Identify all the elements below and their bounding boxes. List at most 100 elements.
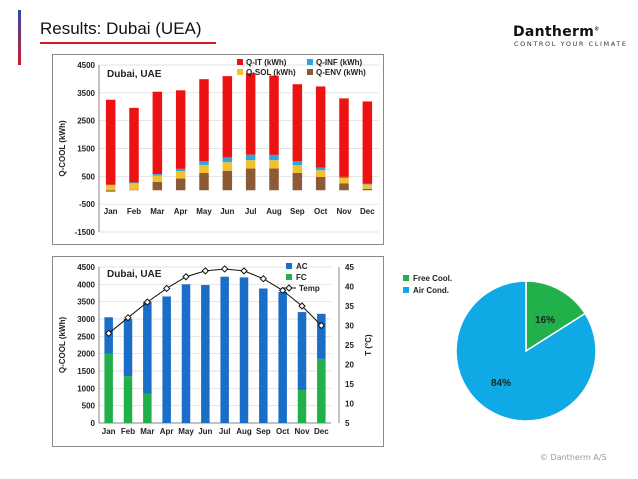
bar-ac-dec	[317, 313, 326, 359]
temp-marker-mar	[143, 298, 152, 306]
slide-title: Results: Dubai (UEA)	[40, 19, 202, 38]
y-tick-label: 2000	[77, 350, 95, 359]
y2-tick-label: 5	[345, 419, 350, 428]
bar-q-it-kwh-feb	[129, 107, 139, 183]
x-tick-label: Oct	[314, 207, 328, 216]
y-tick-label: 3000	[77, 315, 95, 324]
legend-label: Q-IT (kWh)	[246, 58, 287, 67]
bar-q-it-kwh-sep	[292, 84, 303, 162]
title-underline	[40, 42, 216, 44]
x-tick-label: Sep	[290, 207, 305, 216]
legend-label: FC	[296, 273, 307, 282]
bar-q-env-kwh-oct	[315, 176, 326, 191]
legend-marker-temp	[285, 284, 293, 292]
x-tick-label: Apr	[174, 207, 188, 216]
bar-q-env-kwh-feb	[129, 189, 139, 191]
x-tick-label: Aug	[236, 427, 252, 436]
y-tick-label: 3500	[77, 298, 95, 307]
temp-marker-nov	[298, 302, 306, 310]
bar-q-it-kwh-jan	[105, 99, 116, 185]
y2-tick-label: 30	[345, 322, 354, 331]
legend-swatch-ac	[286, 263, 292, 269]
bar-q-it-kwh-aug	[269, 75, 279, 155]
cooling-share-pie-chart: 16% 84% Free Cool. Air Cond.	[403, 274, 597, 422]
pie-slice-air-cond	[455, 280, 597, 422]
y-tick-label: 0	[91, 419, 96, 428]
bar-q-env-kwh-dec	[362, 188, 373, 191]
bar-q-it-kwh-nov	[339, 98, 349, 177]
legend-swatch-free-cool	[403, 275, 409, 281]
bar-fc-feb	[123, 376, 133, 423]
bar-q-sol-kwh-dec	[362, 184, 373, 189]
bar-q-it-kwh-jul	[245, 73, 256, 155]
bar-q-sol-kwh-mar	[152, 175, 163, 182]
heat-balance-chart-panel: -1500 -500 500 1500 2500 3500 4500 Q-COOL (kWh)…	[52, 54, 384, 245]
bar-q-it-kwh-apr	[175, 90, 186, 169]
bar-q-inf-kwh-aug	[269, 154, 279, 161]
bar-q-env-kwh-jun	[222, 170, 233, 191]
temp-marker-sep	[259, 274, 268, 283]
legend-label: Q-SOL (kWh)	[246, 68, 296, 77]
bar-ac-feb	[123, 319, 133, 377]
temp-marker-jun	[201, 267, 210, 275]
x-tick-label: Jun	[198, 427, 212, 436]
bar-q-inf-kwh-jul	[245, 154, 256, 161]
bar-q-sol-kwh-jul	[245, 160, 256, 169]
bar-ac-aug	[239, 277, 249, 423]
x-tick-label: Dec	[360, 207, 375, 216]
y-tick-label: 2500	[77, 332, 95, 341]
bar-q-env-kwh-sep	[292, 172, 303, 191]
y-tick-label: -500	[79, 200, 96, 209]
y-tick-label: 4000	[77, 280, 95, 289]
bar-q-inf-kwh-mar	[152, 174, 163, 176]
bar-q-env-kwh-jul	[245, 168, 256, 191]
x-tick-label: Jul	[219, 427, 231, 436]
y-tick-label: 2500	[77, 117, 95, 126]
y-tick-label: 4500	[77, 61, 95, 70]
bar-q-sol-kwh-apr	[175, 171, 186, 179]
y-tick-label: 4500	[77, 263, 95, 272]
y2-tick-label: 35	[345, 302, 354, 311]
bar-ac-jul	[220, 276, 229, 423]
x-tick-label: Jul	[245, 207, 257, 216]
x-tick-label: Mar	[150, 207, 164, 216]
x-tick-label: May	[178, 427, 194, 436]
bar-ac-jun	[201, 285, 210, 423]
y-tick-label: 3500	[77, 89, 95, 98]
chart-title: Dubai, UAE	[107, 269, 162, 280]
y-tick-label: 1500	[77, 367, 95, 376]
bar-q-sol-kwh-jun	[222, 162, 233, 171]
chart-title: Dubai, UAE	[107, 69, 162, 80]
legend-swatch-q-sol-kwh	[237, 69, 243, 75]
y2-tick-label: 40	[345, 283, 354, 292]
y-tick-label: 500	[82, 402, 96, 411]
x-tick-label: May	[196, 207, 212, 216]
bar-ac-may	[181, 284, 191, 423]
pie-slice-free-cool	[525, 280, 587, 353]
x-tick-label: Jan	[104, 207, 118, 216]
x-tick-label: Feb	[121, 427, 135, 436]
bar-q-inf-kwh-may	[199, 161, 209, 165]
x-tick-label: Jun	[220, 207, 234, 216]
bar-q-sol-kwh-feb	[129, 183, 139, 190]
temp-marker-feb	[124, 313, 132, 322]
x-tick-label: Oct	[276, 427, 290, 436]
temp-marker-dec	[317, 321, 326, 330]
x-tick-label: Feb	[127, 207, 141, 216]
legend-label: Air Cond.	[413, 286, 449, 295]
bar-q-it-kwh-may	[199, 79, 209, 162]
bar-fc-mar	[143, 393, 152, 423]
temp-marker-oct	[278, 286, 287, 295]
x-tick-label: Nov	[336, 207, 352, 216]
temp-marker-may	[182, 273, 190, 281]
temp-marker-apr	[162, 284, 171, 293]
x-tick-label: Jan	[102, 427, 116, 436]
y-tick-label: 500	[82, 172, 96, 181]
legend-label: Free Cool.	[413, 274, 452, 283]
temp-marker-jul	[220, 265, 229, 273]
x-tick-label: Apr	[160, 427, 174, 436]
bar-q-inf-kwh-sep	[292, 161, 303, 166]
pie-value-label: 16%	[535, 315, 555, 326]
bar-q-env-kwh-jan	[105, 190, 116, 192]
title-accent-bar	[18, 10, 21, 65]
